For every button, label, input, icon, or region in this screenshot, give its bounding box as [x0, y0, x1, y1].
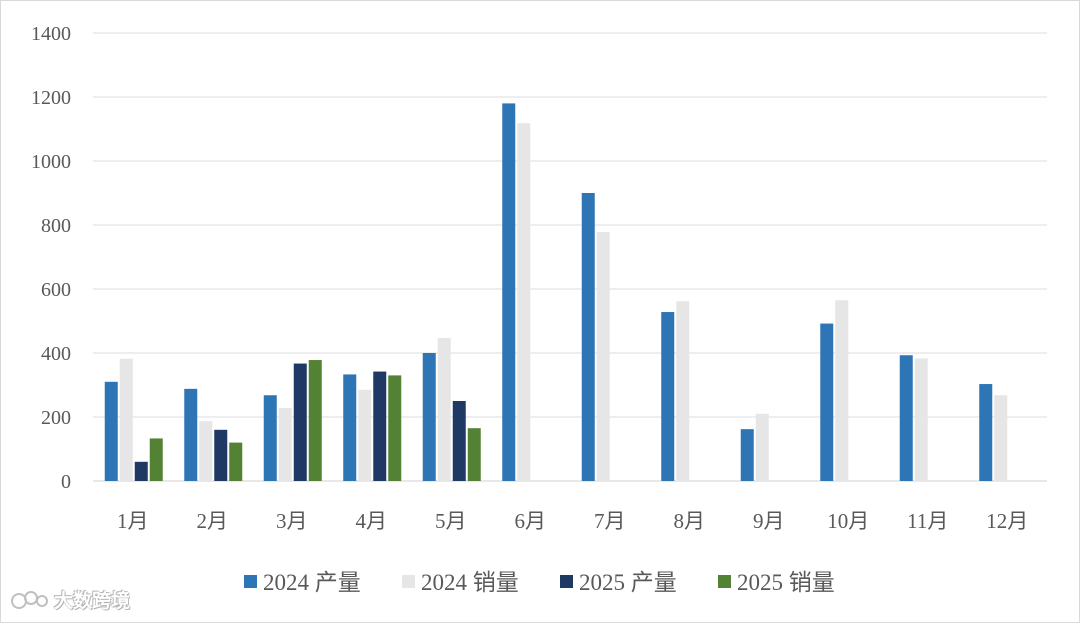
y-tick-label: 1400: [31, 23, 71, 45]
legend: 2024 产量 2024 销量 2025 产量 2025 销量: [244, 570, 835, 595]
bars: [104, 103, 1008, 482]
bar: [184, 388, 198, 481]
bar: [293, 363, 307, 481]
bar: [467, 428, 481, 481]
x-tick-label: 10月: [827, 509, 869, 533]
bar: [835, 300, 849, 481]
y-tick-label: 400: [41, 343, 71, 365]
bar: [755, 413, 769, 481]
bar: [422, 353, 436, 481]
bar: [661, 312, 675, 481]
legend-label: 2025 销量: [737, 570, 835, 595]
legend-label: 2025 产量: [579, 570, 677, 595]
bar: [437, 337, 451, 481]
y-tick-label: 1200: [31, 87, 71, 109]
watermark: 大数跨境: [10, 586, 130, 613]
y-tick-label: 600: [41, 279, 71, 301]
legend-label: 2024 销量: [421, 570, 519, 595]
legend-swatch: [560, 575, 573, 588]
x-tick-label: 5月: [435, 509, 467, 533]
y-tick-label: 200: [41, 407, 71, 429]
bar: [119, 358, 133, 481]
bar: [308, 360, 322, 481]
x-tick-label: 8月: [674, 509, 706, 533]
y-tick-label: 1000: [31, 151, 71, 173]
bar: [214, 429, 228, 481]
y-axis: 0 200 400 600 800 1000 1200 1400: [31, 23, 71, 493]
bar: [740, 429, 754, 481]
gridlines: [93, 32, 1047, 482]
bar: [263, 395, 277, 481]
legend-swatch: [402, 575, 415, 588]
y-tick-label: 800: [41, 215, 71, 237]
x-tick-label: 7月: [594, 509, 626, 533]
bar: [979, 384, 993, 481]
logo-icon: [11, 590, 48, 609]
x-tick-label: 1月: [117, 509, 149, 533]
bar: [134, 461, 148, 481]
watermark-text: 大数跨境: [54, 590, 131, 612]
bar: [278, 408, 292, 481]
bar: [388, 375, 402, 481]
bar: [899, 355, 913, 481]
legend-swatch: [244, 575, 257, 588]
bar: [502, 103, 516, 482]
x-axis: 1月 2月 3月 4月 5月 6月 7月 8月 9月 10月 11月 12月: [117, 509, 1028, 533]
bar: [517, 123, 531, 482]
bar: [596, 232, 610, 481]
bar: [581, 193, 595, 481]
x-tick-label: 11月: [907, 509, 948, 533]
x-tick-label: 6月: [515, 509, 547, 533]
bar: [358, 389, 372, 481]
bar: [676, 301, 690, 481]
legend-swatch: [718, 575, 731, 588]
x-tick-label: 4月: [356, 509, 388, 533]
bar: [994, 395, 1008, 481]
bar: [149, 438, 163, 481]
x-tick-label: 3月: [276, 509, 308, 533]
bar: [343, 374, 357, 481]
bar: [820, 323, 834, 481]
x-tick-label: 9月: [753, 509, 785, 533]
x-tick-label: 2月: [197, 509, 229, 533]
bar: [199, 421, 213, 481]
bar: [373, 371, 387, 481]
x-tick-label: 12月: [986, 509, 1028, 533]
legend-label: 2024 产量: [263, 570, 361, 595]
bar: [914, 358, 928, 481]
y-tick-label: 0: [61, 471, 71, 493]
bar: [229, 442, 243, 481]
bar: [104, 381, 118, 481]
bar: [452, 401, 466, 481]
